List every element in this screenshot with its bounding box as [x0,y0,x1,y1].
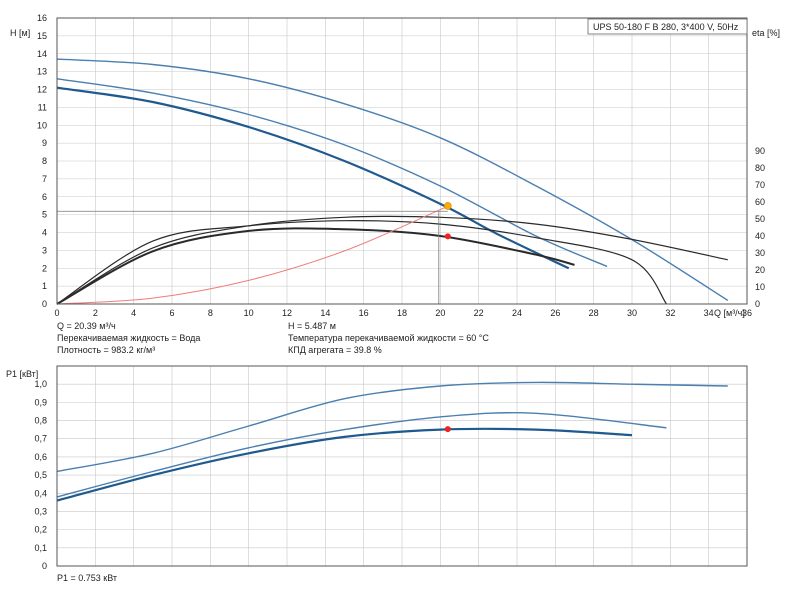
y2-tick-label: 10 [755,282,765,292]
y-tick-label: 4 [42,228,47,238]
info-p1: P1 = 0.753 кВт [57,573,118,583]
y-tick-label: 9 [42,138,47,148]
y2-tick-label: 50 [755,214,765,224]
x-tick-label: 34 [704,308,714,318]
power-chart-ticks: 0 0,1 0,2 0,3 0,4 0,5 0,6 0,7 0,8 0,9 1,0 [34,379,47,571]
x-tick-label: 30 [627,308,637,318]
y-tick-label: 8 [42,156,47,166]
x-tick-label: 32 [665,308,675,318]
y-tick-label: 0,5 [34,470,47,480]
y-tick-label: 0 [42,299,47,309]
x-tick-label: 36 [742,308,752,318]
H-curve-speed-2 [56,78,608,268]
info-h: H = 5.487 м [288,321,336,331]
p1-curve-speed-3 [56,381,728,473]
y-tick-label: 0,4 [34,488,47,498]
system-curve-line [56,204,451,305]
power-chart-series [56,381,728,502]
y-tick-label: 0,7 [34,434,47,444]
y-tick-label: 6 [42,192,47,202]
power-chart-frame [56,365,748,567]
x-tick-label: 22 [474,308,484,318]
x-tick-label: 12 [282,308,292,318]
p1-curve-speed-2 [56,412,667,498]
H-curve-speed-1 [56,86,570,270]
y2-tick-label: 0 [755,299,760,309]
y2-tick-label: 60 [755,197,765,207]
y-tick-label: 0,3 [34,506,47,516]
head-chart-frame [56,17,748,305]
x-tick-label: 0 [54,308,59,318]
y2-axis-label-eta: eta [%] [752,28,780,38]
duty-point-p1 [444,426,451,433]
x-tick-label: 14 [320,308,330,318]
x-tick-label: 20 [435,308,445,318]
duty-point-eta [444,233,451,240]
y-tick-label: 1,0 [34,379,47,389]
y-tick-label: 0 [42,561,47,571]
x-tick-label: 26 [550,308,560,318]
y-tick-label: 14 [37,49,47,59]
power-chart-grid [56,366,748,567]
y-axis-label-h: H [м] [10,28,30,38]
y-axis-label-p1: P1 [кВт] [6,369,38,379]
y-tick-label: 7 [42,174,47,184]
y-tick-label: 11 [38,102,47,112]
y-tick-label: 0,2 [34,525,47,535]
y-tick-label: 5 [42,210,47,220]
x-axis-label-q: Q [м³/ч] [714,308,745,318]
x-tick-label: 8 [208,308,213,318]
y-tick-label: 12 [37,85,47,95]
head-chart-grid [56,17,748,305]
x-tick-label: 2 [93,308,98,318]
y-tick-label: 10 [37,120,47,130]
y-tick-label: 0,9 [34,397,47,407]
x-tick-label: 6 [169,308,174,318]
x-tick-label: 10 [244,308,254,318]
x-tick-label: 24 [512,308,522,318]
pump-title: UPS 50-180 F B 280, 3*400 V, 50Hz [593,22,739,32]
y-tick-label: 16 [37,13,47,23]
head-chart-series [56,58,729,305]
y-tick-label: 15 [37,31,47,41]
y2-tick-label: 80 [755,163,765,173]
p1-curve-speed-1 [56,427,633,502]
y-tick-label: 1 [42,281,47,291]
y2-tick-label: 40 [755,231,765,241]
info-eff: КПД агрегата = 39.8 % [288,345,382,355]
x-tick-label: 16 [359,308,369,318]
info-fluid: Перекачиваемая жидкость = Вода [57,333,201,343]
y2-tick-label: 70 [755,180,765,190]
y-tick-label: 0,1 [34,543,47,553]
info-temp: Температура перекачиваемой жидкости = 60… [288,333,489,343]
y-tick-label: 2 [42,263,47,273]
x-tick-label: 18 [397,308,407,318]
y-tick-label: 0,6 [34,452,47,462]
eta-curve-speed-3 [56,215,728,305]
H-curve-speed-3 [56,58,729,301]
y2-tick-label: 90 [755,146,765,156]
y-tick-label: 13 [37,67,47,77]
pump-title-box [587,18,748,35]
info-q: Q = 20.39 м³/ч [57,321,116,331]
y2-tick-label: 20 [755,265,765,275]
x-tick-label: 28 [589,308,599,318]
y2-tick-label: 30 [755,248,765,258]
info-density: Плотность = 983.2 кг/м³ [57,345,156,355]
duty-point-head [444,202,452,210]
x-tick-label: 4 [131,308,136,318]
y-tick-label: 3 [42,245,47,255]
eta-curve-speed-2 [56,220,667,305]
head-chart-ticks: 0 2 4 6 8 10 12 14 16 18 20 22 24 26 28 30 32 34 360123456… [37,13,765,318]
eta-curve-speed-1 [56,227,575,305]
y-tick-label: 0,8 [34,416,47,426]
